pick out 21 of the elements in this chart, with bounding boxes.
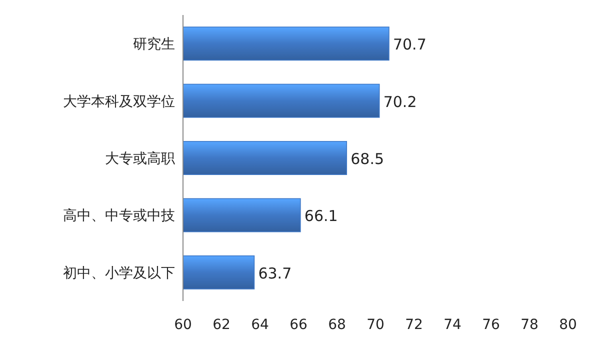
y-tick-label: 大专或高职 (105, 151, 175, 167)
y-tick-label: 初中、小学及以下 (63, 265, 175, 282)
data-label: 66.1 (304, 207, 338, 226)
y-tick-label: 大学本科及双学位 (63, 94, 175, 110)
data-label: 68.5 (350, 150, 384, 168)
y-tick-label: 研究生 (133, 36, 175, 53)
x-tick-label: 70 (366, 317, 384, 333)
x-tick-label: 78 (520, 317, 538, 333)
x-tick-label: 64 (251, 317, 269, 333)
data-label: 70.7 (392, 36, 426, 54)
x-tick-label: 74 (444, 317, 462, 333)
x-tick-label: 60 (174, 317, 192, 333)
x-tick-label: 76 (482, 317, 500, 333)
x-tick-label: 68 (328, 317, 346, 333)
y-tick-label: 高中、中专或中技 (63, 208, 175, 224)
x-tick-label: 72 (405, 317, 423, 333)
x-tick-label: 62 (212, 317, 230, 333)
data-label: 70.2 (383, 92, 417, 111)
x-tick-label: 80 (559, 317, 577, 333)
x-tick-label: 66 (290, 317, 308, 333)
data-label: 63.7 (258, 264, 292, 282)
